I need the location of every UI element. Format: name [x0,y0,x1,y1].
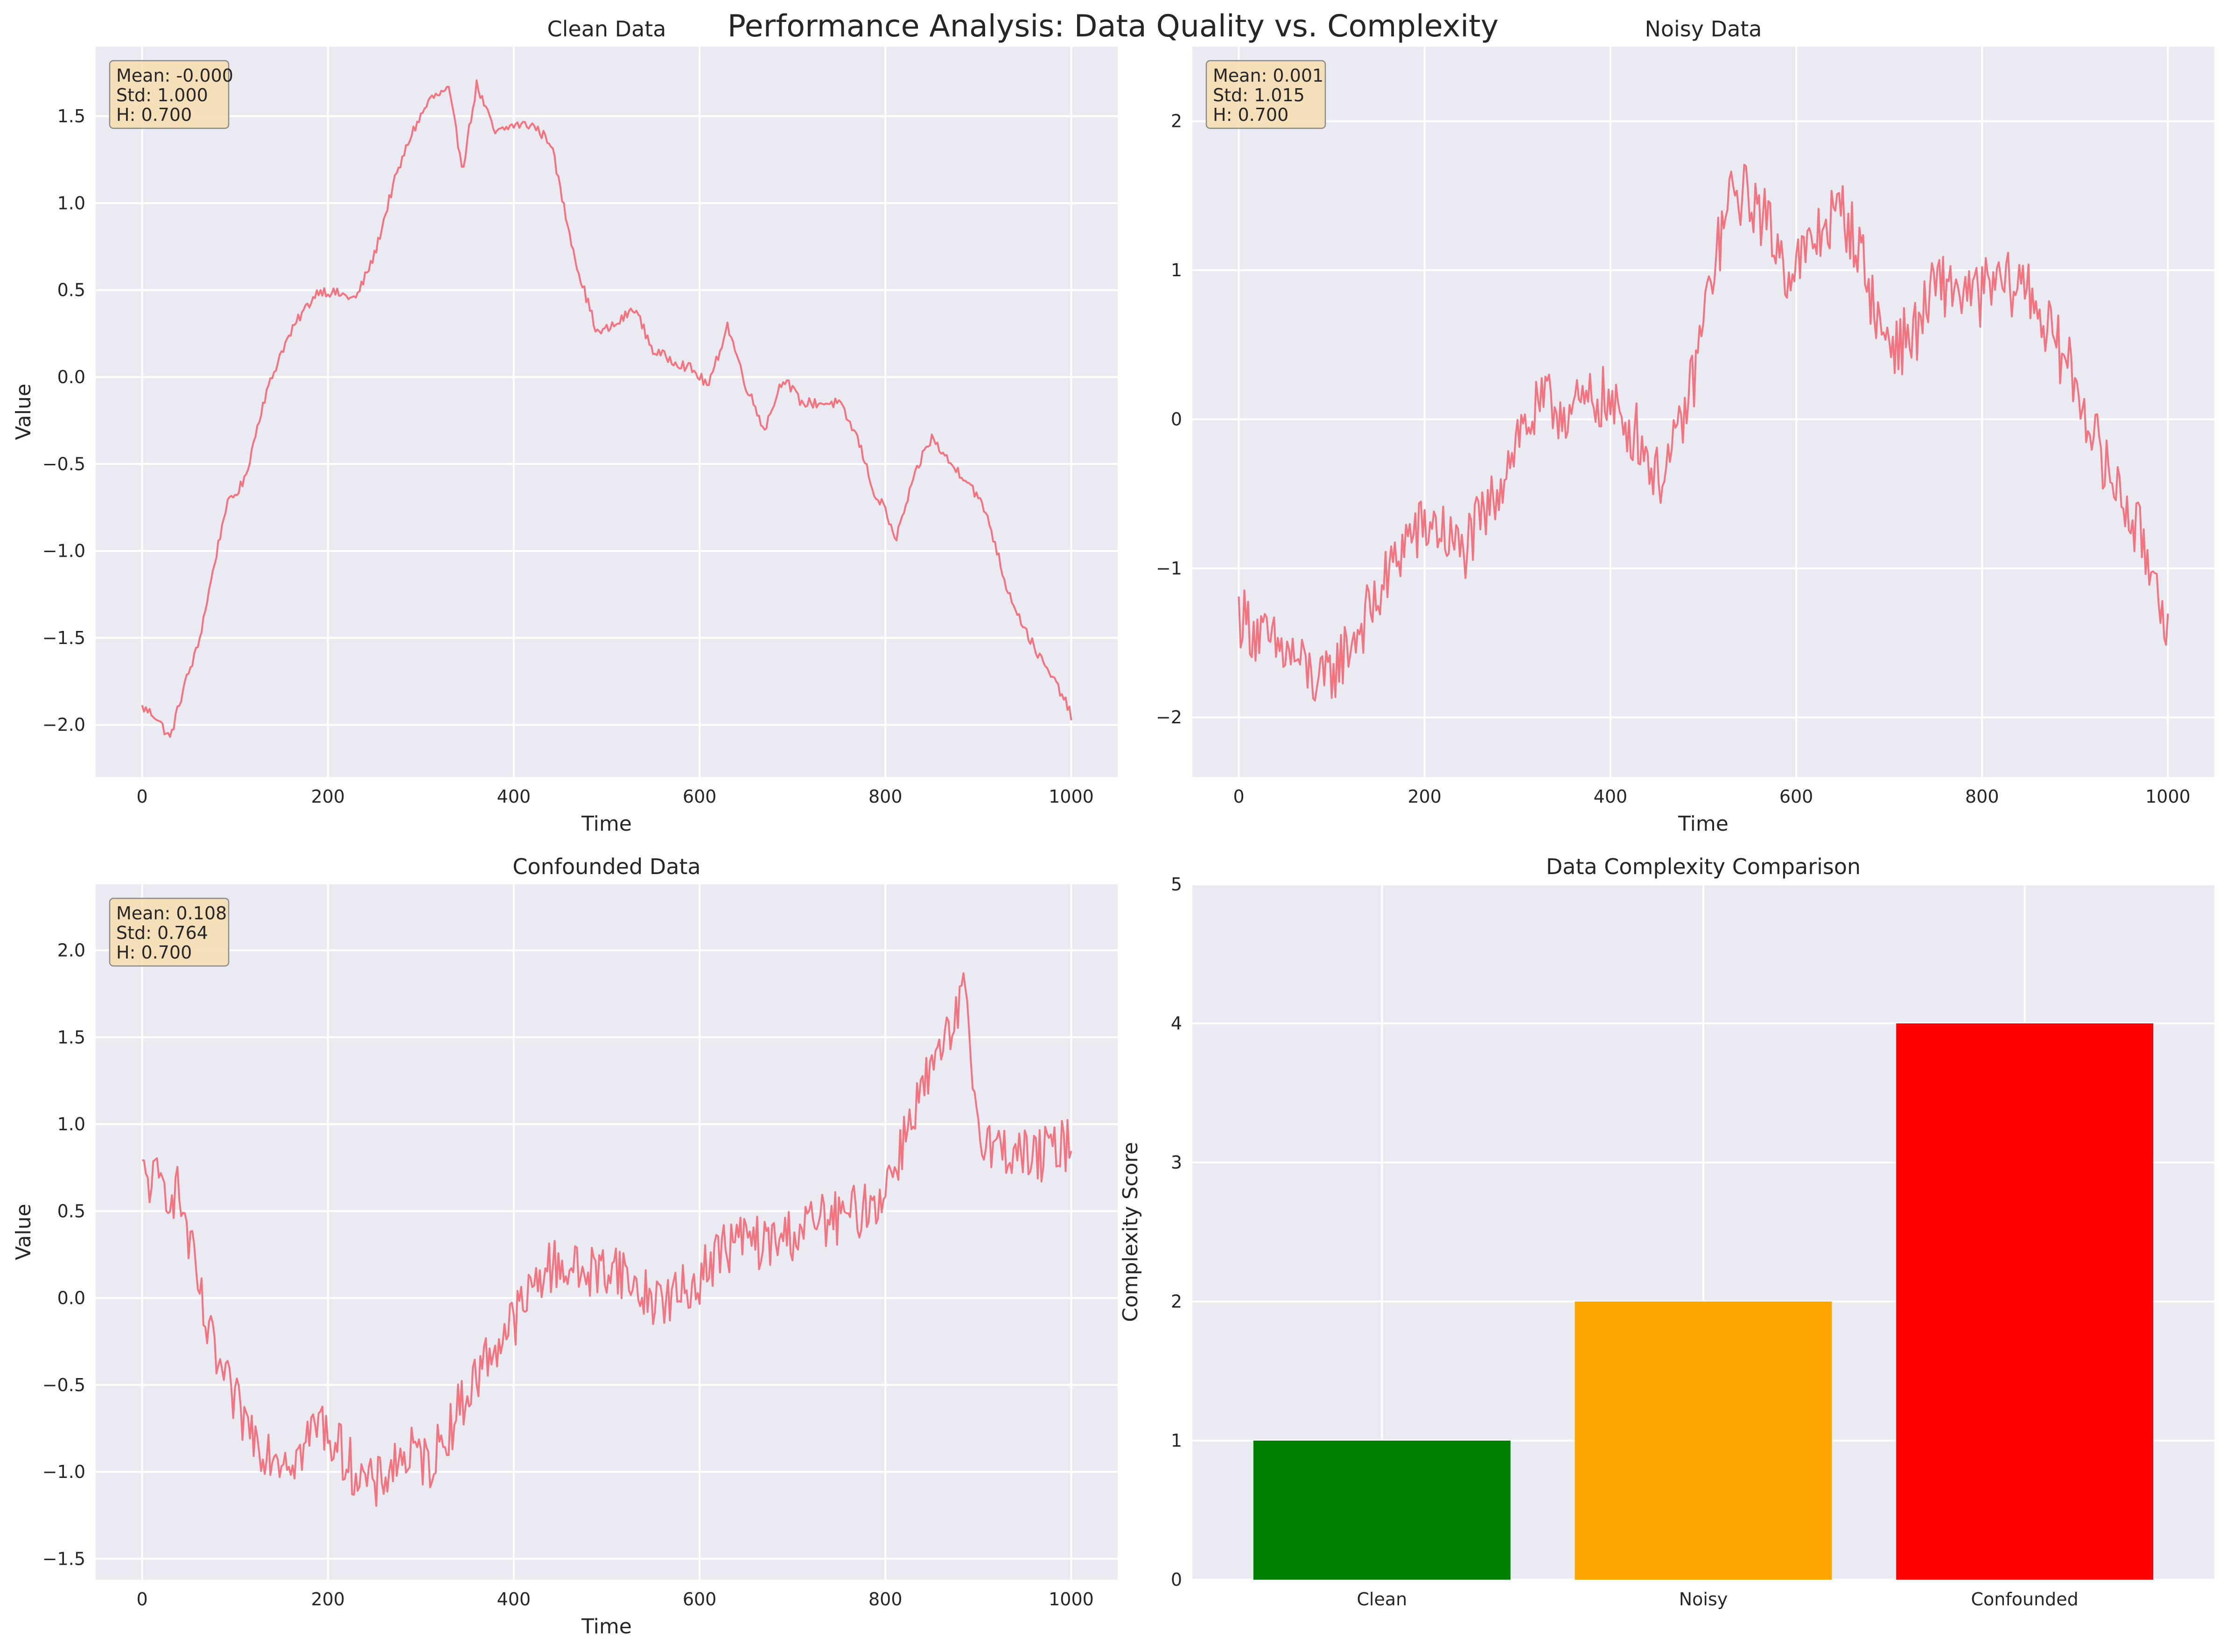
y-axis-label: Complexity Score [1119,1142,1142,1322]
subplot-4: 0 1 2 3 4 5 Clean Noisy Confounded Data Complexit… [1119,854,2214,1610]
x-tick-label: 600 [683,786,717,807]
y-tick-label: 1.5 [57,106,85,126]
stats-text: Std: 0.764 [116,923,208,943]
x-tick-label: Noisy [1679,1589,1728,1610]
subplot-2: 0 200 400 600 800 1000 −2 −1 0 1 2 Mean: 0.001Std: … [1156,16,2214,836]
y-tick-label: 5 [1171,874,1182,895]
x-tick-label: 800 [868,1589,903,1610]
y-tick-label: 4 [1171,1013,1182,1034]
x-tick-label: 1000 [1049,1589,1094,1610]
stats-text: Std: 1.000 [116,85,208,105]
subplot-1: 0 200 400 600 800 1000 −2.0 −1.5 −1.0 −0.5 0.0 0.5 1… [12,16,1118,836]
subplot-title: Data Complexity Comparison [1546,854,1861,879]
y-tick-label: 1.5 [57,1027,85,1048]
x-tick-label: 400 [1594,786,1628,807]
y-tick-label: 1.0 [57,1114,85,1134]
y-tick-label: −0.5 [42,1375,85,1395]
x-tick-label: 400 [497,1589,531,1610]
x-tick-label: 1000 [1049,786,1094,807]
plot-area [1192,47,2214,777]
bar-noisy [1575,1302,1832,1580]
y-tick-label: −0.5 [42,454,85,474]
y-tick-label: −1 [1156,558,1182,579]
stats-box-background [109,897,230,967]
stats-text: Std: 1.015 [1213,85,1305,105]
stats-text: H: 0.700 [1213,105,1288,125]
y-tick-label: 1 [1171,1430,1182,1451]
series-line [141,79,1072,738]
x-tick-label: 0 [136,1589,147,1610]
x-tick-label: 200 [311,786,345,807]
y-axis-label: Value [12,1204,35,1260]
plot-area [96,47,1118,777]
y-tick-label: 2 [1171,1291,1182,1312]
x-tick-label: 600 [1779,786,1813,807]
x-tick-label: 1000 [2145,786,2191,807]
y-tick-label: 0.0 [57,367,85,387]
y-tick-label: 0.0 [57,1288,85,1309]
stats-box-background [109,60,230,129]
y-tick-label: 1 [1171,260,1182,280]
y-tick-label: 0 [1171,1569,1182,1590]
series-line [142,972,1072,1507]
figure-title: Performance Analysis: Data Quality vs. C… [728,9,1499,44]
y-tick-label: 3 [1171,1152,1182,1173]
y-tick-label: 0.5 [57,1201,85,1221]
x-tick-label: 800 [868,786,903,807]
x-tick-label: 0 [136,786,147,807]
stats-text: H: 0.700 [116,942,192,963]
subplot-title: Clean Data [547,16,666,42]
x-tick-label: 800 [1965,786,1999,807]
y-tick-label: −1.0 [42,541,85,561]
stats-text: Mean: 0.108 [116,903,227,924]
x-axis-label: Time [581,1615,632,1638]
x-tick-label: 0 [1233,786,1244,807]
subplots-grid: 0 200 400 600 800 1000−2.0−1.5−1.0−0.50.00.51… [12,16,2214,1638]
stats-text: Mean: -0.000 [116,65,233,86]
subplot-3: 0 200 400 600 800 1000 −1.5 −1.0 −0.5 0.0 0.5 1.0 1.… [12,854,1118,1638]
y-tick-label: −2 [1156,707,1182,728]
y-tick-label: 1.0 [57,193,85,213]
x-tick-label: 200 [1407,786,1442,807]
y-tick-label: 0.5 [57,280,85,301]
y-tick-label: −2.0 [42,714,85,735]
subplot-title: Noisy Data [1645,16,1762,42]
y-tick-label: −1.5 [42,1548,85,1569]
y-axis-label: Value [12,384,35,440]
series-line [1238,163,2169,702]
subplot-title: Confounded Data [512,854,700,879]
stats-text: Mean: 0.001 [1213,65,1323,86]
plot-area [96,884,1118,1580]
x-tick-label: Confounded [1971,1589,2079,1610]
x-tick-label: Clean [1357,1589,1407,1610]
bar-confounded [1896,1023,2154,1580]
x-tick-label: 200 [311,1589,345,1610]
x-axis-label: Time [1678,812,1729,836]
stats-box-background [1205,60,1326,129]
y-tick-label: 2.0 [57,940,85,961]
y-tick-label: 2 [1171,111,1182,132]
y-tick-label: 0 [1171,409,1182,429]
y-tick-label: −1.0 [42,1462,85,1482]
stats-text: H: 0.700 [116,105,192,125]
x-tick-label: 400 [497,786,531,807]
x-axis-label: Time [581,812,632,836]
bar-clean [1253,1441,1511,1580]
x-tick-label: 600 [683,1589,717,1610]
y-tick-label: −1.5 [42,628,85,648]
